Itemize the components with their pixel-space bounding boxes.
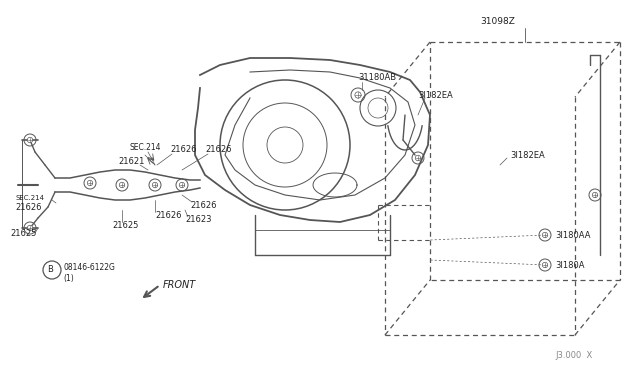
- Text: 21625: 21625: [10, 228, 36, 237]
- Circle shape: [355, 92, 361, 98]
- Text: 3I182EA: 3I182EA: [418, 90, 452, 99]
- Text: 31180AB: 31180AB: [358, 74, 396, 83]
- Text: 3I182EA: 3I182EA: [510, 151, 545, 160]
- Circle shape: [592, 192, 598, 198]
- Circle shape: [28, 225, 33, 231]
- Text: 21626: 21626: [15, 203, 42, 212]
- Text: (1): (1): [63, 273, 74, 282]
- Text: 21626: 21626: [205, 145, 232, 154]
- Circle shape: [542, 262, 548, 268]
- Text: 21626: 21626: [155, 211, 182, 219]
- Circle shape: [542, 232, 548, 238]
- Circle shape: [119, 182, 125, 188]
- Circle shape: [179, 182, 185, 188]
- Text: 3I180AA: 3I180AA: [555, 231, 591, 240]
- Circle shape: [87, 180, 93, 186]
- Circle shape: [152, 182, 157, 188]
- Text: 31098Z: 31098Z: [480, 17, 515, 26]
- Text: 21625: 21625: [112, 221, 138, 230]
- Circle shape: [415, 155, 420, 161]
- Text: 21626: 21626: [190, 201, 216, 209]
- Text: FRONT: FRONT: [163, 280, 196, 290]
- Text: J3.000  X: J3.000 X: [555, 350, 592, 359]
- Text: 3I180A: 3I180A: [555, 260, 584, 269]
- Text: 21621: 21621: [118, 157, 145, 167]
- Text: 21626: 21626: [170, 145, 196, 154]
- Text: B: B: [47, 266, 53, 275]
- Text: 08146-6122G: 08146-6122G: [63, 263, 115, 273]
- Text: SEC.214: SEC.214: [15, 195, 44, 201]
- Circle shape: [28, 137, 33, 143]
- Text: SEC.214: SEC.214: [130, 144, 161, 153]
- Text: 21623: 21623: [185, 215, 211, 224]
